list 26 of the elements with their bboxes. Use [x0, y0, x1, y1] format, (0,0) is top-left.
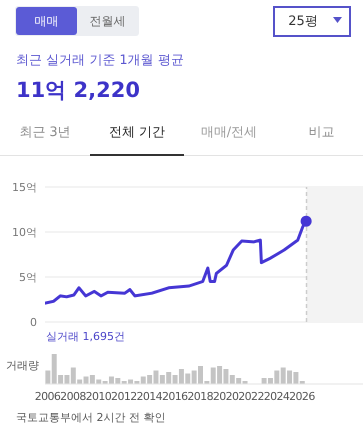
x-tick-label: 2026: [289, 390, 316, 403]
text: 실거래 1,695건: [46, 329, 125, 344]
text: 11억 2,220: [16, 77, 140, 104]
text: 매매/전세: [200, 124, 258, 142]
text: 국토교통부에서 2시간 전 확인: [16, 410, 166, 425]
y-tick-label: 0: [30, 316, 37, 329]
x-tick-label: 2012: [111, 390, 137, 403]
x-tick-label: 2016: [162, 390, 188, 403]
text: 25평: [287, 13, 319, 31]
text: 최근 3년: [18, 124, 72, 142]
text: 전체 기간: [108, 124, 166, 142]
y-tick-label: 10억: [12, 226, 37, 239]
x-tick-label: 2020: [212, 390, 240, 403]
text: 전월세: [88, 12, 126, 30]
x-tick-label: 2014: [136, 390, 163, 403]
x-tick-label: 2024: [264, 390, 290, 403]
y-tick-label: 15억: [12, 180, 37, 194]
x-tick-label: 2010: [86, 390, 112, 403]
y-tick-label: 5억: [19, 270, 37, 284]
x-tick-label: 2022: [238, 390, 264, 403]
text: 비교: [308, 124, 336, 142]
y-axis-title: 거래량: [6, 358, 39, 373]
x-tick-label: 2006: [34, 390, 61, 403]
x-tick-label: 2008: [60, 390, 86, 403]
text: 최근 실거래 기준 1개월 평균: [16, 52, 184, 69]
x-tick-label: 2018: [187, 390, 214, 403]
